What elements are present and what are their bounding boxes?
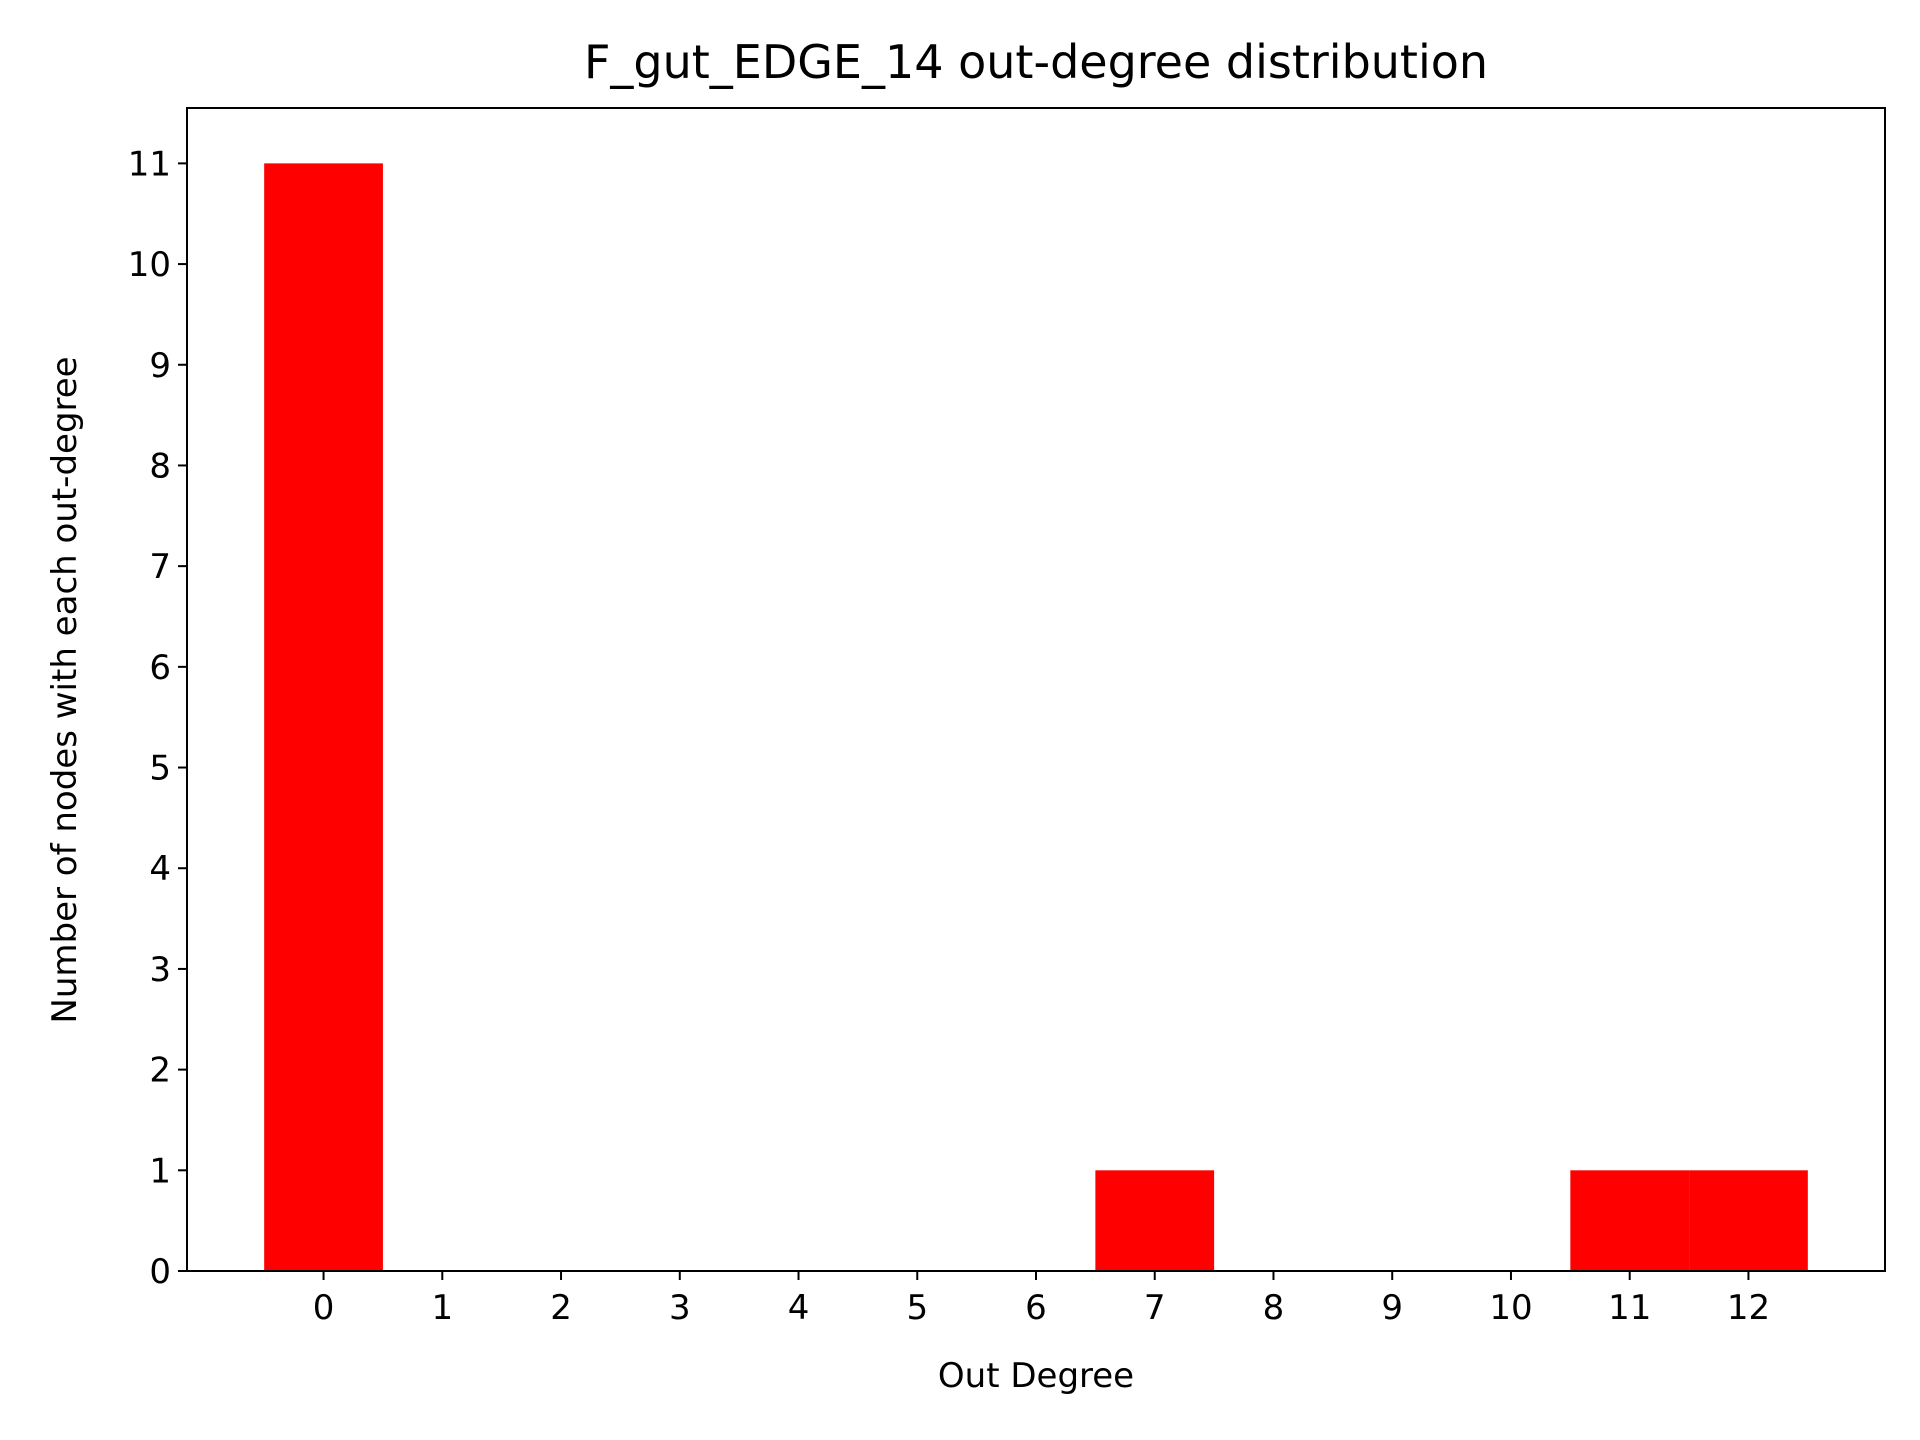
x-tick-label: 10 xyxy=(1489,1288,1532,1328)
y-tick-label: 7 xyxy=(149,547,171,587)
x-tick-label: 2 xyxy=(550,1288,572,1328)
y-tick-label: 3 xyxy=(149,950,171,990)
y-tick-label: 10 xyxy=(128,245,171,285)
y-axis-label: Number of nodes with each out-degree xyxy=(45,356,85,1023)
x-tick-label: 9 xyxy=(1381,1288,1403,1328)
x-tick-label: 3 xyxy=(669,1288,691,1328)
x-axis-ticks: 0 1 2 3 4 5 6 7 8 9 10 11 12 xyxy=(313,1271,1770,1328)
x-tick-label: 7 xyxy=(1144,1288,1166,1328)
bar-11 xyxy=(1570,1170,1690,1271)
x-axis-label: Out Degree xyxy=(938,1356,1134,1396)
bar-7 xyxy=(1095,1170,1215,1271)
x-tick-label: 6 xyxy=(1025,1288,1047,1328)
y-tick-label: 5 xyxy=(149,749,171,789)
chart-title: F_gut_EDGE_14 out-degree distribution xyxy=(584,35,1488,89)
y-tick-label: 0 xyxy=(149,1252,171,1292)
y-tick-label: 6 xyxy=(149,648,171,688)
bars-group xyxy=(264,163,1808,1271)
x-tick-label: 0 xyxy=(313,1288,335,1328)
y-tick-label: 2 xyxy=(149,1051,171,1091)
x-tick-label: 8 xyxy=(1263,1288,1285,1328)
x-tick-label: 4 xyxy=(788,1288,810,1328)
y-tick-label: 4 xyxy=(149,849,171,889)
bar-12 xyxy=(1689,1170,1808,1271)
y-tick-label: 9 xyxy=(149,346,171,386)
x-tick-label: 5 xyxy=(906,1288,928,1328)
y-tick-label: 8 xyxy=(149,446,171,486)
y-axis-ticks: 0 1 2 3 4 5 6 7 8 9 10 11 xyxy=(128,144,187,1292)
bar-0 xyxy=(264,163,383,1271)
plot-frame xyxy=(186,107,1886,1272)
x-tick-label: 1 xyxy=(431,1288,453,1328)
y-tick-label: 1 xyxy=(149,1151,171,1191)
x-tick-label: 11 xyxy=(1608,1288,1651,1328)
y-tick-label: 11 xyxy=(128,144,171,184)
x-tick-label: 12 xyxy=(1727,1288,1770,1328)
